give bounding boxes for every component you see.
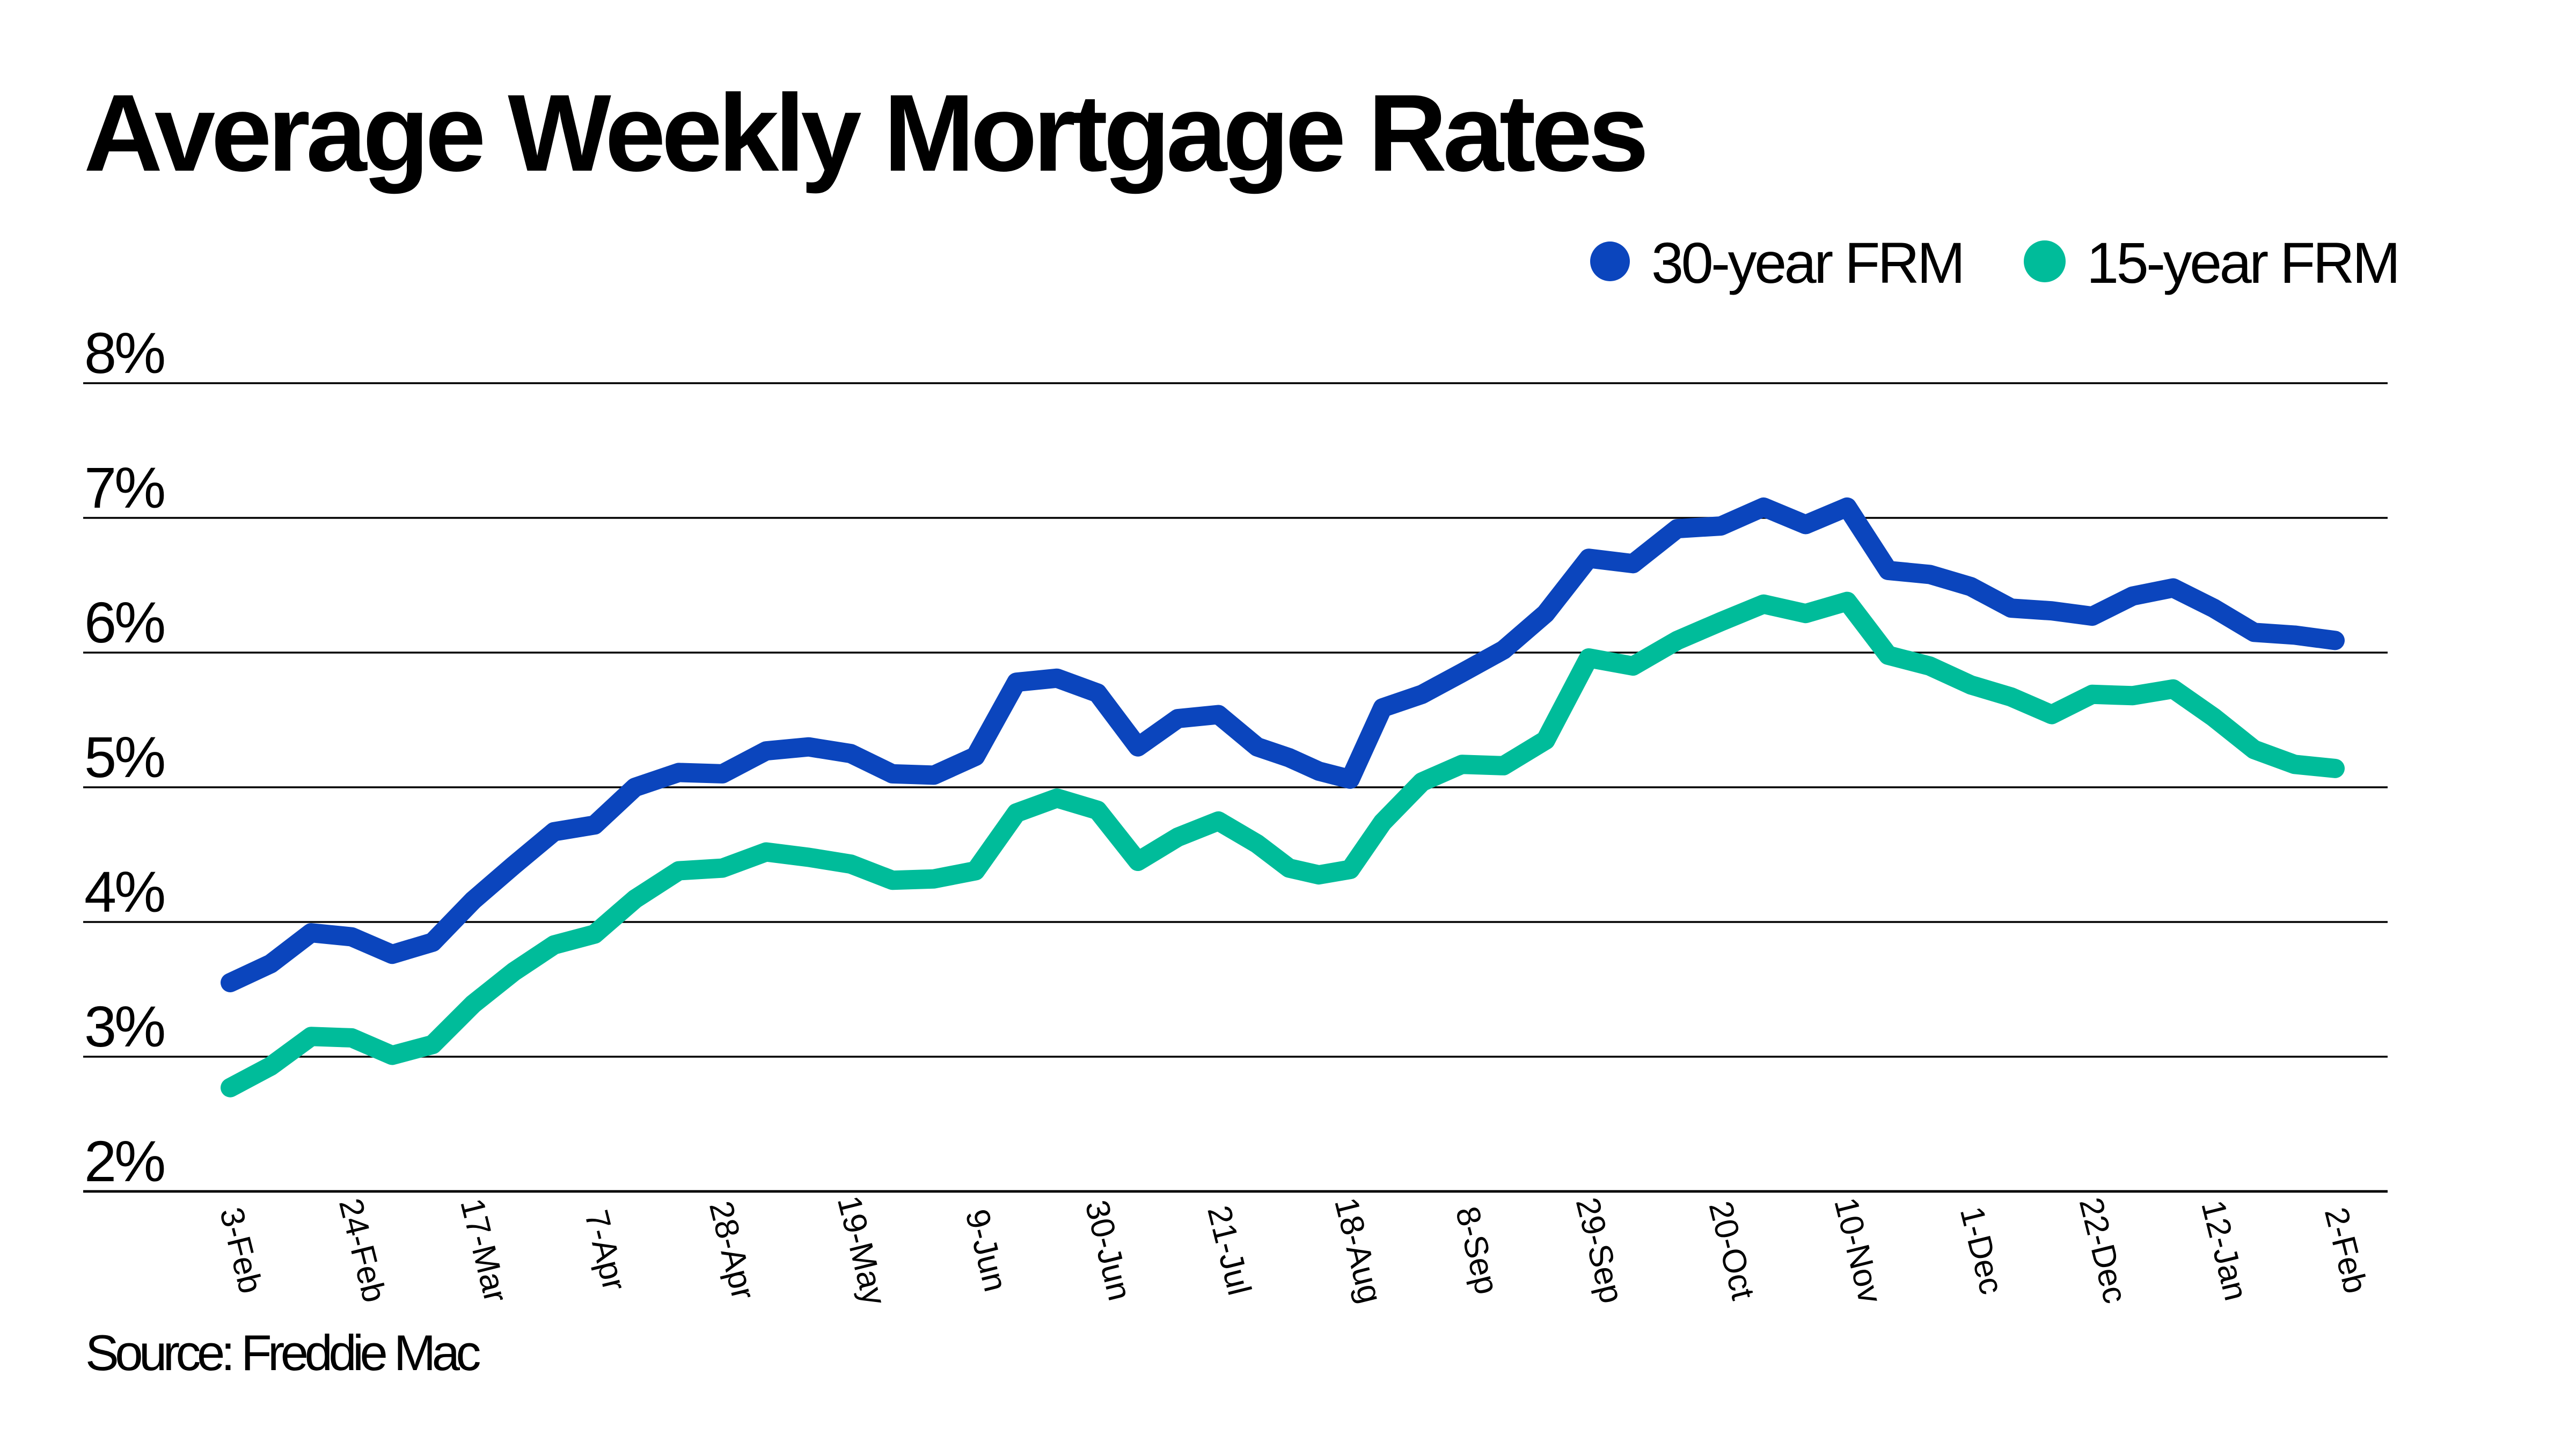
svg-text:2%: 2% [84, 1129, 164, 1194]
svg-text:Average Weekly Mortgage Rates: Average Weekly Mortgage Rates [84, 72, 1645, 194]
svg-text:15-year FRM: 15-year FRM [2087, 230, 2398, 295]
svg-text:30-year FRM: 30-year FRM [1651, 230, 1963, 295]
svg-text:4%: 4% [84, 859, 164, 924]
svg-text:6%: 6% [84, 590, 164, 655]
svg-text:8%: 8% [84, 320, 164, 385]
svg-text:7%: 7% [84, 455, 164, 520]
svg-text:5%: 5% [84, 724, 164, 789]
svg-text:Source: Freddie Mac: Source: Freddie Mac [85, 1324, 480, 1381]
svg-text:3%: 3% [84, 994, 164, 1059]
